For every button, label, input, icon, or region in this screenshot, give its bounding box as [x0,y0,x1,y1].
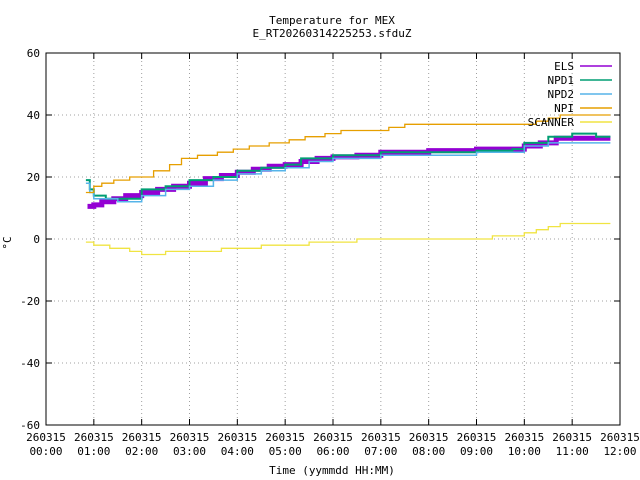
y-tick-label: 40 [27,109,40,122]
x-tick-label-date: 260315 [457,431,497,444]
x-tick-label-time: 10:00 [508,445,541,458]
x-tick-label-date: 260315 [217,431,257,444]
x-tick-label-time: 12:00 [603,445,636,458]
y-tick-label: -60 [20,419,40,432]
x-tick-label-time: 08:00 [412,445,445,458]
y-tick-label: 60 [27,47,40,60]
legend-label: NPD1 [548,74,575,87]
x-tick-label-time: 03:00 [173,445,206,458]
y-tick-label: -20 [20,295,40,308]
legend-label: SCANNER [528,116,575,129]
axes: -60-40-20020406026031500:0026031501:0026… [20,47,640,458]
legend-label: ELS [554,60,574,73]
plot-area [85,114,611,256]
legend-label: NPD2 [548,88,575,101]
x-tick-label-date: 260315 [122,431,162,444]
x-tick-label-time: 06:00 [316,445,349,458]
x-tick-label-time: 11:00 [556,445,589,458]
x-tick-label-time: 04:00 [221,445,254,458]
x-tick-label-time: 00:00 [29,445,62,458]
x-tick-label-time: 07:00 [364,445,397,458]
x-tick-label-date: 260315 [265,431,305,444]
x-tick-label-date: 260315 [26,431,66,444]
x-tick-label-date: 260315 [170,431,210,444]
plot-frame [45,52,621,426]
x-tick-label-time: 09:00 [460,445,493,458]
y-tick-label: -40 [20,357,40,370]
x-tick-label-date: 260315 [552,431,592,444]
y-axis-label: °C [1,236,14,249]
x-tick-label-date: 260315 [504,431,544,444]
x-tick-label-date: 260315 [313,431,353,444]
y-tick-label: 20 [27,171,40,184]
x-tick-label-time: 01:00 [77,445,110,458]
series-line-scanner [85,222,611,256]
x-tick-label-date: 260315 [409,431,449,444]
series-line-npd1 [85,132,611,200]
x-tick-label-time: 02:00 [125,445,158,458]
y-tick-label: 0 [33,233,40,246]
x-tick-label-date: 260315 [600,431,640,444]
legend-label: NPI [554,102,574,115]
x-tick-label-date: 260315 [74,431,114,444]
chart-subtitle: E_RT20260314225253.sfduZ [253,27,412,40]
series-line-npd2 [85,142,611,203]
series-line-npi [85,114,611,194]
chart-title: Temperature for MEX [269,14,395,27]
x-tick-label-date: 260315 [361,431,401,444]
x-tick-label-time: 05:00 [269,445,302,458]
x-axis-label: Time (yymmdd HH:MM) [269,464,395,477]
